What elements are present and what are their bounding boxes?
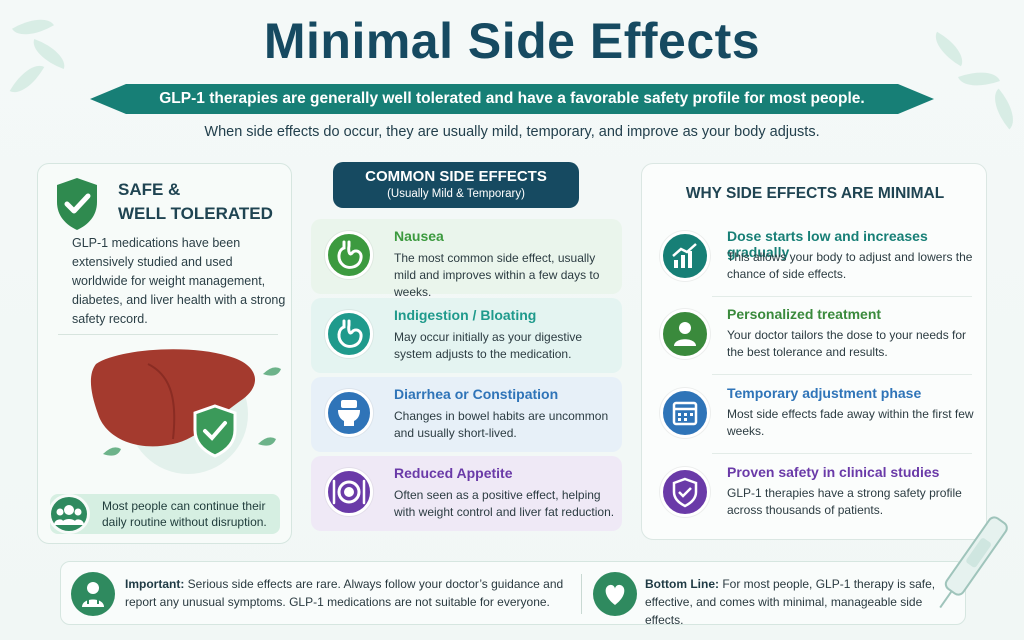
panel-title-line1: SAFE & [118, 180, 181, 199]
side-effect-description: Changes in bowel habits are uncommon and… [394, 409, 609, 440]
doctor-icon [660, 309, 710, 359]
divider [58, 334, 278, 335]
safe-tolerated-panel: SAFE & WELL TOLERATED GLP-1 medications … [37, 163, 292, 544]
toilet-icon [325, 389, 373, 437]
callout-text: Most people can continue their daily rou… [102, 499, 267, 529]
section-subtitle: (Usually Mild & Temporary) [387, 188, 525, 200]
side-effect-title: Diarrhea or Constipation [394, 386, 559, 402]
shield-check-icon [660, 467, 710, 517]
bottom-line-note: Bottom Line: For most people, GLP-1 ther… [645, 575, 945, 629]
important-text: Serious side effects are rare. Always fo… [125, 577, 564, 609]
plate-cutlery-icon [325, 468, 373, 516]
divider [712, 296, 972, 297]
divider [581, 574, 582, 614]
why-minimal-panel: WHY SIDE EFFECTS ARE MINIMAL Dose starts… [641, 163, 987, 540]
side-effect-description: The most common side effect, usually mil… [394, 251, 600, 299]
panel-title-line2: WELL TOLERATED [118, 204, 273, 223]
common-side-effects-header: COMMON SIDE EFFECTS (Usually Mild & Temp… [333, 162, 579, 208]
side-effect-description: May occur initially as your digestive sy… [394, 330, 583, 361]
intro-ribbon: GLP-1 therapies are generally well toler… [90, 84, 934, 114]
doctor-icon [71, 572, 115, 616]
side-effect-description: Often seen as a positive effect, helping… [394, 488, 615, 519]
reason-description: This allows your body to adjust and lowe… [727, 250, 973, 281]
reason-description: GLP-1 therapies have a strong safety pro… [727, 486, 962, 517]
reason-description: Most side effects fade away within the f… [727, 407, 974, 438]
stomach-icon [325, 231, 373, 279]
page-title: Minimal Side Effects [263, 13, 761, 69]
reason-description: Your doctor tailors the dose to your nee… [727, 328, 967, 359]
heart-icon [593, 572, 637, 616]
stomach-icon [325, 310, 373, 358]
side-effect-card: Reduced Appetite Often seen as a positive… [311, 456, 622, 531]
calendar-icon [660, 388, 710, 438]
side-effect-card: Nausea The most common side effect, usual… [311, 219, 622, 299]
reason-title: Temporary adjustment phase [727, 385, 922, 401]
panel-body: GLP-1 medications have been extensively … [72, 236, 286, 326]
important-label: Important: [125, 577, 185, 591]
side-effect-title: Nausea [394, 228, 444, 244]
chart-up-icon [660, 231, 710, 281]
bottom-line-label: Bottom Line: [645, 577, 719, 591]
divider [712, 453, 972, 454]
side-effect-card: Diarrhea or Constipation Changes in bowel… [311, 377, 622, 452]
routine-callout: Most people can continue their daily rou… [48, 494, 280, 534]
section-title: COMMON SIDE EFFECTS [365, 168, 547, 185]
reason-title: Dose starts low and increases gradually [727, 228, 928, 260]
reason-item: Proven safety in clinical studies GLP-1 t… [660, 464, 980, 540]
shield-check-icon [53, 176, 101, 232]
side-effect-card: Indigestion / Bloating May occur initiall… [311, 298, 622, 373]
people-group-icon [48, 494, 90, 534]
subtitle: When side effects do occur, they are usu… [204, 124, 820, 140]
divider [712, 374, 972, 375]
panel-title: SAFE & WELL TOLERATED [118, 178, 273, 226]
bottom-info-bar: Important: Serious side effects are rare… [60, 561, 966, 627]
side-effect-title: Reduced Appetite [394, 465, 513, 481]
bottom-line-text: For most people, GLP-1 therapy is safe, … [645, 577, 936, 627]
reason-item: Temporary adjustment phase Most side effe… [660, 385, 980, 461]
reason-title: Proven safety in clinical studies [727, 464, 940, 480]
reason-title: Personalized treatment [727, 306, 882, 322]
liver-illustration [78, 344, 288, 474]
side-effect-title: Indigestion / Bloating [394, 307, 537, 323]
reason-item: Dose starts low and increases gradually T… [660, 228, 980, 304]
important-note: Important: Serious side effects are rare… [125, 575, 565, 611]
reason-item: Personalized treatment Your doctor tailor… [660, 306, 980, 382]
section-title: WHY SIDE EFFECTS ARE MINIMAL [685, 185, 945, 202]
syringe-pen-icon [930, 505, 1010, 625]
